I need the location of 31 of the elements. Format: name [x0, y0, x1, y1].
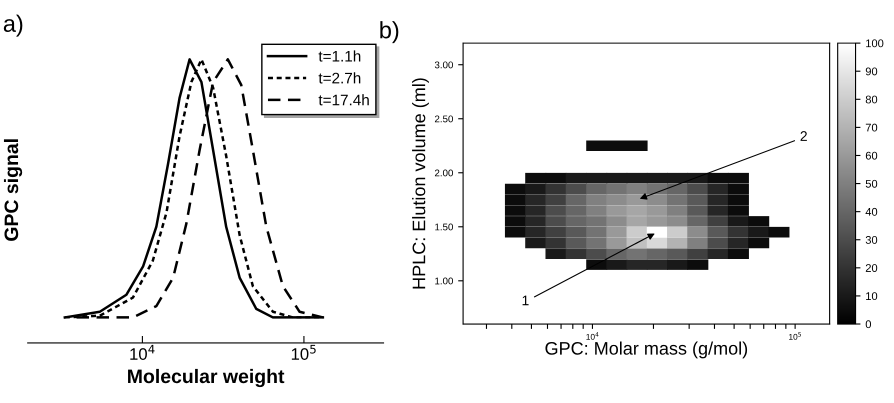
y-tick-label: 2.50 [434, 115, 453, 122]
color-bar-label: 10 [866, 292, 878, 300]
x-axis-title: GPC: Molar mass (g/mol) [545, 342, 748, 358]
legend-label: t=1.1h [318, 50, 360, 62]
annotation: 2 [800, 131, 807, 141]
y-axis-title: GPC signal [4, 139, 22, 241]
x-tick-label: 10$^{5}$ [789, 332, 802, 340]
color-bar-label: 70 [866, 124, 878, 132]
legend-label: t=2.7h [318, 72, 360, 84]
color-bar-label: 40 [866, 208, 878, 216]
color-bar-label: 50 [866, 180, 878, 188]
x-axis-title: Molecular weight [128, 368, 284, 388]
legend-label: t=17.4h [318, 94, 369, 106]
color-bar-label: 60 [866, 152, 878, 160]
chart-title: a) [4, 14, 22, 37]
annotation: 1 [522, 296, 529, 306]
color-bar-label: 90 [866, 67, 878, 76]
color-bar-label: 0 [866, 320, 872, 328]
color-bar-label: 30 [866, 236, 878, 244]
x-tick-label: 10$^{4}$ [130, 344, 155, 360]
color-bar-label: 80 [866, 96, 878, 104]
x-tick-label: 10$^{4}$ [586, 332, 599, 340]
color-bar-label: 20 [866, 264, 878, 272]
y-tick-label: 2.00 [434, 169, 453, 176]
chart-title: b) [380, 21, 398, 44]
x-tick-label: 10$^{5}$ [292, 344, 316, 360]
y-tick-label: 1.00 [435, 278, 453, 284]
y-tick-label: 3.00 [434, 61, 453, 68]
color-bar-label: 100 [866, 39, 884, 48]
y-axis-title: HPLC: Elution volume (ml) [412, 78, 429, 288]
y-tick-label: 1.50 [435, 224, 453, 230]
